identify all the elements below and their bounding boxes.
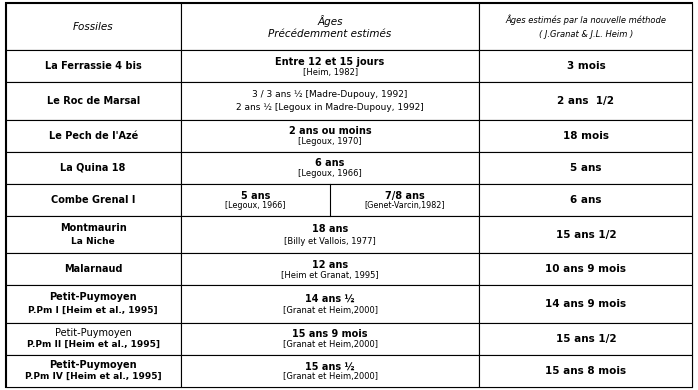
Text: Petit-Puymoyen: Petit-Puymoyen [50,292,137,302]
Text: Âges estimés par la nouvelle méthode: Âges estimés par la nouvelle méthode [505,14,667,25]
Bar [6,355,181,387]
Text: Le Pech de l'Azé: Le Pech de l'Azé [49,131,138,141]
Text: Fossiles: Fossiles [73,22,114,32]
Text: 5 ans: 5 ans [570,163,602,173]
Bar [480,3,692,50]
Text: Combe Grenal I: Combe Grenal I [51,195,135,205]
Bar [6,152,181,184]
Bar [181,50,480,82]
Text: 3 / 3 ans ½ [Madre-Dupouy, 1992]: 3 / 3 ans ½ [Madre-Dupouy, 1992] [253,90,408,99]
Text: 14 ans ½: 14 ans ½ [305,294,355,304]
Bar [480,120,692,152]
Bar [181,323,480,355]
Text: Malarnaud: Malarnaud [64,264,122,274]
Text: 14 ans 9 mois: 14 ans 9 mois [545,299,627,309]
Bar [480,216,692,253]
Text: La Ferrassie 4 bis: La Ferrassie 4 bis [45,61,142,71]
Text: 6 ans: 6 ans [315,158,345,168]
Bar [480,82,692,120]
Bar [480,253,692,285]
Text: 6 ans: 6 ans [570,195,602,205]
Bar [181,285,480,323]
Text: [Granat et Heim,2000]: [Granat et Heim,2000] [283,372,378,381]
Text: 15 ans 1/2: 15 ans 1/2 [556,230,616,240]
Text: 15 ans ½: 15 ans ½ [305,361,355,371]
Text: Montmaurin: Montmaurin [60,223,126,233]
Bar [6,184,181,216]
Bar [480,323,692,355]
Bar [181,3,480,50]
Text: 15 ans 1/2: 15 ans 1/2 [556,334,616,344]
Bar [181,120,480,152]
Text: [Heim et Granat, 1995]: [Heim et Granat, 1995] [281,271,379,280]
Text: 15 ans 8 mois: 15 ans 8 mois [545,366,627,376]
Bar [480,50,692,82]
Text: P.Pm IV [Heim et al., 1995]: P.Pm IV [Heim et al., 1995] [25,372,161,381]
Text: [Legoux, 1970]: [Legoux, 1970] [298,137,362,146]
Bar [6,3,181,50]
Text: Petit-Puymoyen: Petit-Puymoyen [54,328,132,338]
Bar [6,120,181,152]
Bar [181,82,480,120]
Text: 7/8 ans: 7/8 ans [385,191,424,201]
Text: [Legoux, 1966]: [Legoux, 1966] [225,201,285,210]
Text: Petit-Puymoyen: Petit-Puymoyen [50,360,137,370]
Text: Âges: Âges [318,15,343,27]
Bar [6,216,181,253]
Text: 15 ans 9 mois: 15 ans 9 mois [292,329,368,339]
Text: [Granat et Heim,2000]: [Granat et Heim,2000] [283,306,378,315]
Text: 2 ans ou moins: 2 ans ou moins [289,126,371,136]
Text: La Quina 18: La Quina 18 [61,163,126,173]
Text: 10 ans 9 mois: 10 ans 9 mois [545,264,627,274]
Bar [181,355,480,387]
Bar [6,323,181,355]
Bar [480,184,692,216]
Text: [Genet-Varcin,1982]: [Genet-Varcin,1982] [364,201,445,210]
Bar [6,253,181,285]
Text: Entre 12 et 15 jours: Entre 12 et 15 jours [276,57,385,67]
Text: 18 mois: 18 mois [563,131,609,141]
Text: [Billy et Vallois, 1977]: [Billy et Vallois, 1977] [284,237,376,246]
Text: La Niche: La Niche [71,237,115,246]
Bar [6,285,181,323]
Bar [181,253,480,285]
Text: [Legoux, 1966]: [Legoux, 1966] [298,169,362,178]
Bar [6,50,181,82]
Bar [480,152,692,184]
Bar [181,152,480,184]
Bar [181,216,480,253]
Text: 5 ans: 5 ans [241,191,270,201]
Text: Le Roc de Marsal: Le Roc de Marsal [47,96,140,106]
Bar [480,355,692,387]
Text: 12 ans: 12 ans [312,260,348,270]
Text: 3 mois: 3 mois [567,61,605,71]
Bar [6,82,181,120]
Text: P.Pm I [Heim et al., 1995]: P.Pm I [Heim et al., 1995] [29,306,158,315]
Text: 2 ans ½ [Legoux in Madre-Dupouy, 1992]: 2 ans ½ [Legoux in Madre-Dupouy, 1992] [236,103,424,112]
Bar [480,285,692,323]
Text: [Granat et Heim,2000]: [Granat et Heim,2000] [283,340,378,349]
Text: [Heim, 1982]: [Heim, 1982] [302,68,357,77]
Text: P.Pm II [Heim et al., 1995]: P.Pm II [Heim et al., 1995] [27,340,160,349]
Text: 18 ans: 18 ans [312,225,348,234]
Text: 2 ans  1/2: 2 ans 1/2 [558,96,614,106]
Text: Précédemment estimés: Précédemment estimés [269,29,392,39]
Text: ( J.Granat & J.L. Heim ): ( J.Granat & J.L. Heim ) [539,30,633,39]
Bar [181,184,480,216]
